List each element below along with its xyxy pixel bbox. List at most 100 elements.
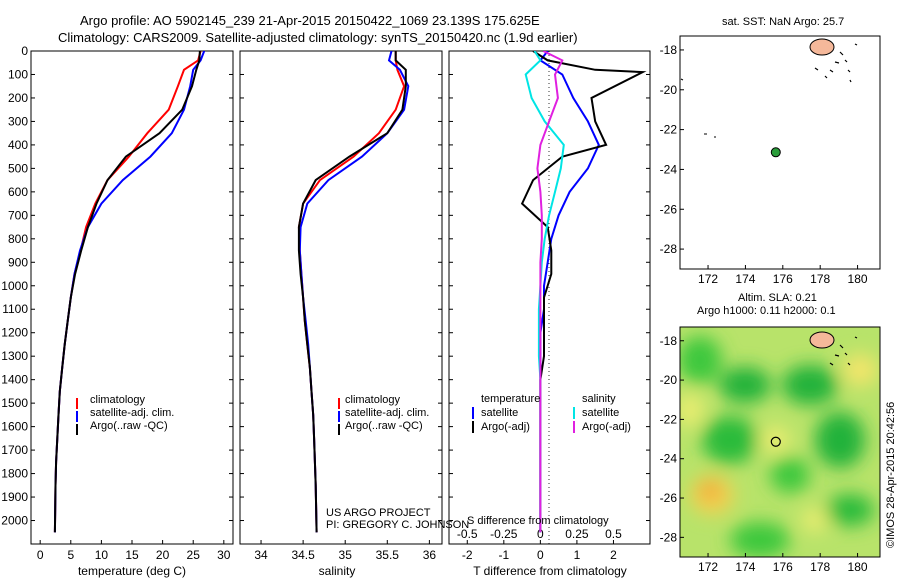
legend-t-satellite: satellite: [481, 407, 518, 419]
x-tick-label: 2: [610, 548, 617, 562]
x-tick-label: 174: [735, 560, 755, 574]
x-tick-label: 35: [339, 548, 353, 562]
x-tick-label: 10: [95, 548, 109, 562]
depth-tick-label: 0: [21, 44, 28, 58]
y-tick-label: -24: [660, 452, 678, 466]
difference-legend: temperature salinity satellite Argo(-adj…: [472, 393, 631, 433]
y-tick-label: -28: [660, 242, 678, 256]
series-line-argo-raw-qc-: [53, 51, 201, 533]
x-tick-label: 172: [698, 272, 718, 286]
x-tick-label: 180: [848, 560, 868, 574]
x-tick-label: 172: [698, 560, 718, 574]
float-position-marker: [770, 436, 781, 447]
temperature-panel: 0100200300400500600700800900100011001200…: [1, 44, 234, 578]
x-tick-label: 34: [254, 548, 268, 562]
x-tick-label: 35.5: [376, 548, 400, 562]
x2-tick-label: 0.25: [565, 527, 589, 541]
x-tick-label: -2: [462, 548, 473, 562]
x2-tick-label: 0: [537, 527, 544, 541]
y-tick-label: -26: [660, 202, 678, 216]
depth-tick-label: 400: [8, 138, 28, 152]
depth-tick-label: 600: [8, 185, 28, 199]
temperature-xlabel: temperature (deg C): [78, 564, 186, 578]
temperature-x-ticks: 0 5 10 15 20 25 30: [37, 540, 231, 562]
sst-map-title: sat. SST: NaN Argo: 25.7: [722, 16, 844, 28]
x-tick-label: 20: [156, 548, 170, 562]
difference-xlabel: T difference from climatology: [473, 564, 627, 578]
sst-land: [680, 38, 858, 138]
legend-satellite-adj: satellite-adj. clim.: [345, 407, 429, 419]
x-tick-label: 5: [67, 548, 74, 562]
sla-x-ticks: 172 174 176 178 180: [698, 553, 868, 574]
sst-map: sat. SST: NaN Argo: 25.7 172 174 176 178 180…: [660, 16, 881, 286]
depth-tick-label: 1100: [2, 302, 28, 316]
series-line-argo-raw-qc-: [297, 51, 407, 533]
x2-tick-label: 0.5: [605, 527, 622, 541]
legend-s-argo: Argo(-adj): [582, 421, 631, 433]
x-tick-label: 0: [37, 548, 44, 562]
depth-tick-label: 500: [8, 161, 28, 175]
x-tick-label: 34.5: [291, 548, 315, 562]
x-tick-label: 36: [423, 548, 437, 562]
x2-tick-label: -0.5: [457, 527, 478, 541]
depth-tick-label: 1700: [1, 443, 28, 457]
y-tick-label: -20: [660, 373, 678, 387]
depth-tick-label: 1000: [1, 279, 28, 293]
depth-tick-label: 1500: [1, 396, 28, 410]
header-line-1: Argo profile: AO 5902145_239 21-Apr-2015…: [80, 13, 540, 28]
sst-y-ticks: -18 -20 -22 -24 -26 -28: [660, 43, 684, 256]
salinity-legend: climatology satellite-adj. clim. Argo(..…: [338, 394, 429, 435]
series-line-satellite-adj-clim-: [53, 51, 206, 533]
depth-tick-label: 900: [8, 255, 28, 269]
depth-tick-label: 700: [8, 208, 28, 222]
series-line-s-argo-adj-: [536, 51, 564, 533]
temperature-series: [53, 51, 206, 533]
sla-heatmap: [680, 327, 880, 557]
pi-credit: PI: GREGORY C. JOHNSON: [326, 519, 469, 531]
salinity-axes-frame: [239, 50, 443, 545]
depth-tick-labels: 0 100 200 300 400 500 600 700 800 900 1000 1100 1200…: [1, 44, 233, 528]
x-tick-label: 176: [773, 272, 793, 286]
depth-tick-label: 300: [8, 114, 28, 128]
depth-tick-label: 100: [8, 67, 28, 81]
salinity-series: [297, 51, 410, 533]
project-credit: US ARGO PROJECT: [326, 507, 431, 519]
difference-x-ticks: -2 -1 0 1 2 -0.5 -0.25 0 0.25 0.5: [457, 527, 622, 562]
depth-tick-label: 1800: [1, 467, 28, 481]
y-tick-label: -20: [660, 83, 678, 97]
x-tick-label: 178: [810, 272, 830, 286]
series-line-satellite-adj-clim-: [298, 51, 410, 533]
difference-xlabel-salinity: S difference from climatology: [467, 515, 609, 527]
depth-tick-label: 1600: [1, 420, 28, 434]
imos-credit: ©IMOS 28-Apr-2015 20:42:56: [885, 402, 897, 548]
x2-tick-label: -0.25: [490, 527, 518, 541]
depth-tick-label: 2000: [1, 514, 28, 528]
x-tick-label: 30: [217, 548, 231, 562]
sla-y-ticks: -18 -20 -22 -24 -26 -28: [660, 334, 684, 544]
difference-y-ticks: [449, 50, 650, 522]
y-tick-label: -26: [660, 491, 678, 505]
float-position-marker: [770, 147, 781, 158]
depth-tick-label: 800: [8, 232, 28, 246]
legend-argo: Argo(..raw -QC): [345, 420, 423, 432]
legend-climatology: climatology: [90, 394, 146, 406]
difference-series: [520, 51, 647, 533]
sla-map-title: Altim. SLA: 0.21: [738, 292, 817, 304]
legend-header-salinity: salinity: [582, 393, 616, 405]
difference-panel: -2 -1 0 1 2 -0.5 -0.25 0 0.25 0.5 T difference fr…: [448, 50, 651, 578]
temperature-axes-frame: [30, 50, 234, 545]
y-tick-label: -28: [660, 530, 678, 544]
x-tick-label: 1: [574, 548, 581, 562]
y-tick-label: -22: [660, 412, 678, 426]
y-tick-label: -22: [660, 123, 678, 137]
x-tick-label: 178: [810, 560, 830, 574]
header-line-2: Climatology: CARS2009. Satellite-adjuste…: [58, 30, 578, 45]
sla-map-subtitle: Argo h1000: 0.11 h2000: 0.1: [697, 305, 836, 317]
y-tick-label: -18: [660, 43, 678, 57]
x-tick-label: 180: [848, 272, 868, 286]
depth-tick-label: 1200: [1, 326, 28, 340]
legend-argo: Argo(..raw -QC): [90, 420, 168, 432]
legend-satellite-adj: satellite-adj. clim.: [90, 407, 174, 419]
legend-s-satellite: satellite: [582, 407, 619, 419]
